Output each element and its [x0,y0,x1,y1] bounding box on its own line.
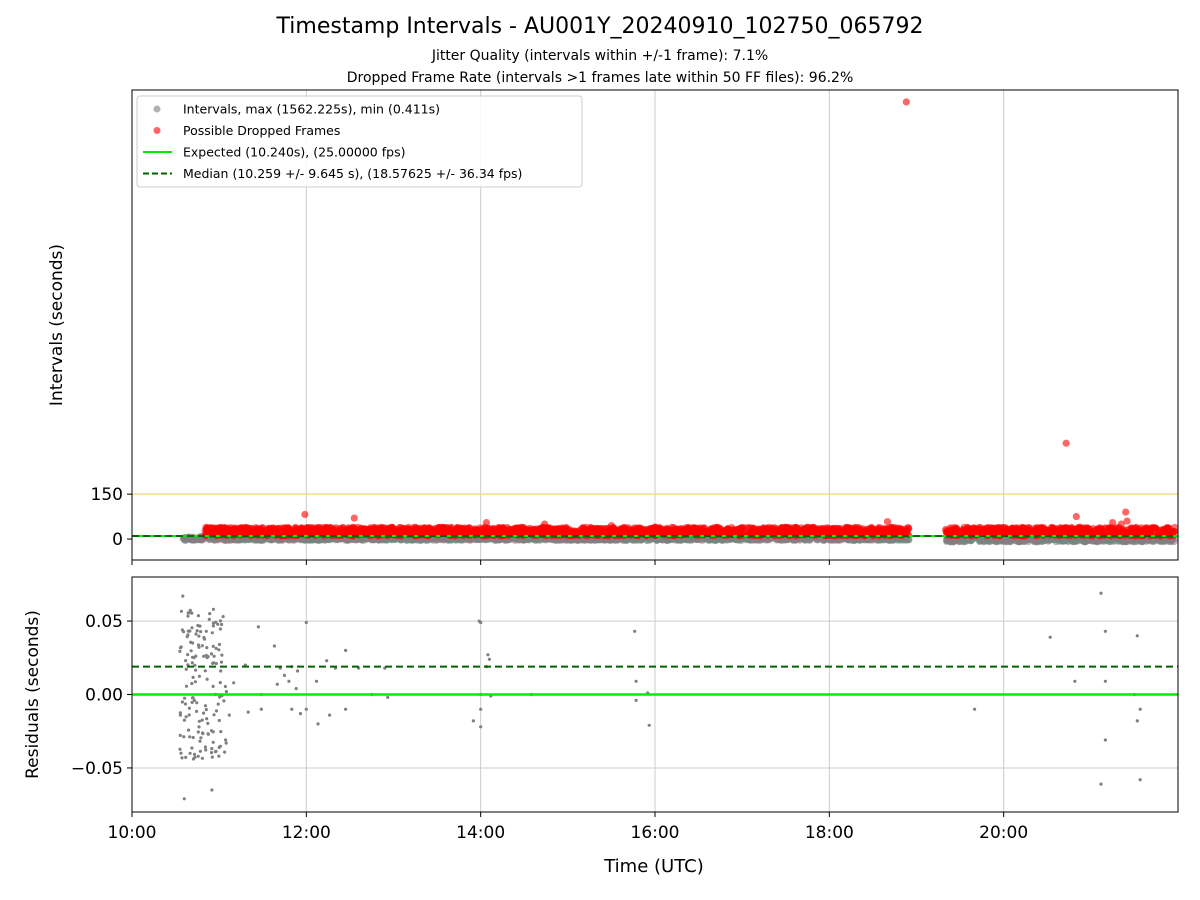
dropped-frame-point [310,526,318,533]
dropped-frame-point [536,528,543,535]
dropped-frame-point [414,525,422,533]
interval-point [1081,537,1088,545]
interval-point [1106,538,1113,545]
dropped-frame-point [461,524,469,532]
chart-subtitle-dropped: Dropped Frame Rate (intervals >1 frames … [346,70,854,86]
dropped-frame-point [889,527,897,535]
dropped-frame-point [875,525,883,532]
dropped-frame-point [392,529,400,536]
interval-point [1092,538,1100,546]
dropped-frame-point [667,526,675,534]
dropped-frame-point [425,524,433,531]
dropped-frame-point [472,526,479,534]
dropped-frame-point [214,529,221,537]
dropped-frame-point [433,528,440,536]
dropped-frame-point [685,524,693,532]
interval-point [407,537,415,544]
dropped-frame-point [511,524,518,532]
dropped-frame-point [869,526,877,533]
dropped-frame-point [811,526,818,533]
dropped-frame-point [827,526,835,534]
dropped-frame-point [287,528,295,535]
dropped-frame-point [404,531,412,539]
dropped-frame-point [441,524,448,532]
dropped-frame-point [807,531,815,539]
dropped-frame-point [599,529,607,537]
dropped-frame-point [364,526,372,534]
dropped-frame-point [745,524,753,532]
dropped-frame-point [544,526,552,533]
dropped-frame-point [737,527,744,535]
chart-subtitle-jitter: Jitter Quality (intervals within +/-1 fr… [431,48,769,64]
dropped-frame-point [324,524,332,531]
dropped-frame-point [661,527,668,534]
chart-title: Timestamp Intervals - AU001Y_20240910_10… [276,14,924,39]
dropped-frame-point [359,526,367,534]
dropped-frame-point [860,528,867,536]
dropped-frame-point [332,524,340,531]
interval-point [805,536,813,544]
dropped-frame-point [242,526,250,534]
interval-point [440,536,447,544]
interval-point [1030,538,1038,546]
dropped-frame-point [336,529,344,537]
dropped-frame-point [689,529,697,537]
dropped-frame-point [405,523,412,531]
interval-point [1150,537,1158,545]
dropped-frame-point [844,526,852,533]
dropped-frame-point [905,525,913,532]
interval-point [1021,538,1028,545]
interval-point [1001,535,1009,543]
dropped-frame-point [500,527,508,535]
dropped-frame-point [455,525,462,532]
dropped-frame-point [381,529,389,536]
dropped-frame-point [371,523,378,531]
dropped-frame-point [345,526,353,534]
dropped-frame-point [271,526,279,533]
dropped-frame-point [786,525,794,533]
dropped-frame-point [562,527,569,535]
intervals-plot-area [132,98,1178,546]
dropped-frame-point [214,524,222,532]
dropped-frame-point [591,526,599,534]
dropped-frame-point [897,524,905,532]
dropped-frame-point [254,525,262,532]
dropped-frame-point [400,527,407,535]
dropped-frame-point [522,528,530,536]
dropped-frame-point [616,529,623,536]
dropped-frame-point [750,524,758,532]
dropped-frame-point [882,526,889,533]
dropped-frame-point [208,525,215,533]
dropped-frame-point [902,529,909,537]
dropped-frame-point [638,525,646,533]
dropped-frame-point [720,527,728,535]
dropped-frame-point [728,527,735,535]
dropped-frame-point [771,525,779,533]
dropped-frame-point [676,527,684,534]
dropped-frame-point [583,526,591,533]
